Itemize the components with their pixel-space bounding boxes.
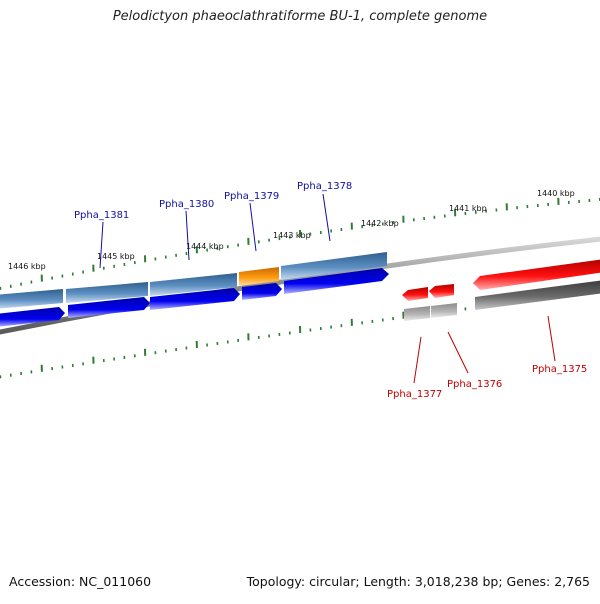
kbp-label-1442: 1442 kbp [361,219,399,228]
kbp-label-1446: 1446 kbp [8,262,46,271]
gene-label-ppha-1377[interactable]: Ppha_1377 [387,389,442,400]
kbp-scale-labels: 1446 kbp 1445 kbp 1444 kbp 1443 kbp 1442… [8,189,575,271]
kbp-label-1443: 1443 kbp [273,231,311,240]
leader-line-ppha-1376 [448,332,468,373]
accession-label: Accession: NC_011060 [9,574,151,589]
gene-bar[interactable] [0,289,63,309]
leader-line-ppha-1378 [323,194,330,241]
cds-arrow-reverse[interactable] [429,284,454,298]
leader-line-ppha-1377 [414,337,421,383]
gene-label-ppha-1381[interactable]: Ppha_1381 [74,210,129,221]
kbp-label-1445: 1445 kbp [97,252,135,261]
gene-label-ppha-1376[interactable]: Ppha_1376 [447,379,502,390]
gene-bar-reverse[interactable] [431,303,457,318]
gene-label-ppha-1379[interactable]: Ppha_1379 [224,191,279,202]
leader-line-ppha-1379 [250,203,256,251]
gene-label-ppha-1380[interactable]: Ppha_1380 [159,199,214,210]
leader-line-ppha-1381 [100,222,103,268]
page-title: Pelodictyon phaeoclathratiforme BU-1, co… [0,9,600,24]
kbp-label-1440: 1440 kbp [537,189,575,198]
gene-bar-reverse[interactable] [404,306,430,321]
kbp-label-1441: 1441 kbp [449,204,487,213]
genome-summary: Topology: circular; Length: 3,018,238 bp… [247,574,590,589]
cds-arrow-reverse[interactable] [402,287,428,301]
gene-label-ppha-1378[interactable]: Ppha_1378 [297,181,352,192]
kbp-label-1444: 1444 kbp [186,242,224,251]
leader-line-ppha-1375 [548,316,555,361]
gene-label-ppha-1375[interactable]: Ppha_1375 [532,364,587,375]
